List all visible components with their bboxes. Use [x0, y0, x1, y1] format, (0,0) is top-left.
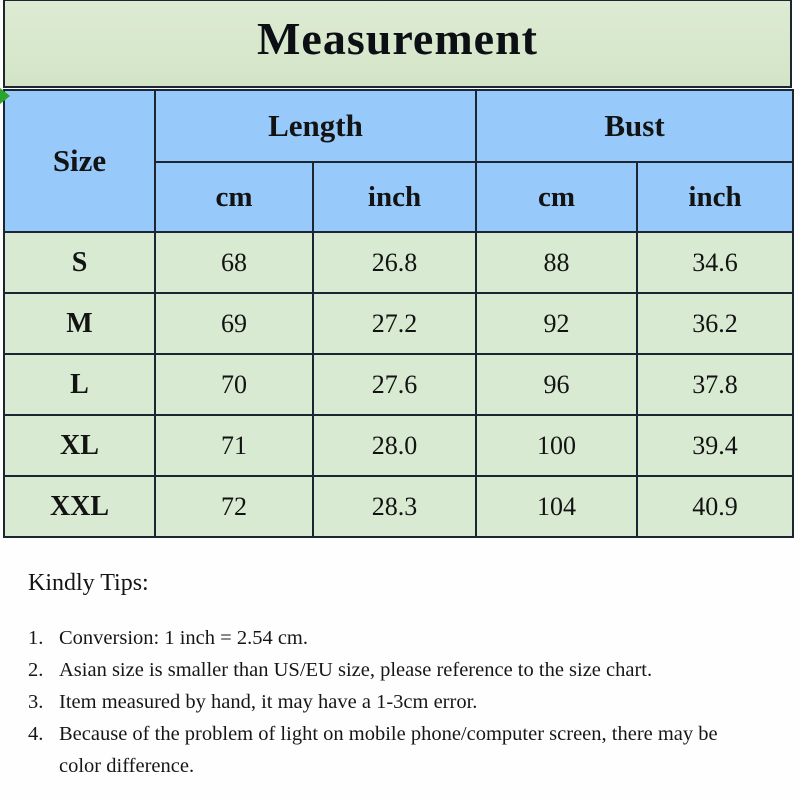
tip-text: Because of the problem of light on mobil…: [59, 723, 718, 777]
bust-cm-cell: 100: [475, 414, 638, 477]
bust-inch-cell: 39.4: [636, 414, 794, 477]
tip-item: 3. Item measured by hand, it may have a …: [28, 687, 770, 718]
page-title: Measurement: [257, 13, 538, 64]
tip-number: 4.: [28, 723, 44, 746]
tip-item: 1. Conversion: 1 inch = 2.54 cm.: [28, 623, 770, 654]
kindly-tips-section: Kindly Tips: 1. Conversion: 1 inch = 2.5…: [28, 570, 770, 783]
bust-cm-cell: 96: [475, 353, 638, 416]
bust-inch-cell: 40.9: [636, 475, 794, 538]
length-cm-cell: 69: [154, 292, 314, 355]
table-row: XXL 72 28.3 104 40.9: [3, 475, 794, 538]
column-header-length: Length: [154, 89, 477, 163]
length-cm-cell: 72: [154, 475, 314, 538]
size-cell: L: [3, 353, 156, 416]
bust-cm-cell: 92: [475, 292, 638, 355]
tip-text: Item measured by hand, it may have a 1-3…: [59, 691, 478, 714]
size-cell: M: [3, 292, 156, 355]
table-row: L 70 27.6 96 37.8: [3, 353, 794, 416]
table-header-row-groups: Size Length Bust: [3, 89, 794, 233]
length-cm-cell: 71: [154, 414, 314, 477]
column-header-length-inch: inch: [312, 161, 477, 233]
length-cm-cell: 68: [154, 231, 314, 294]
table-header-row-units: cm inch cm inch: [4, 161, 794, 233]
column-header-bust: Bust: [475, 89, 794, 163]
bust-cm-cell: 88: [475, 231, 638, 294]
column-header-length-cm: cm: [154, 161, 314, 233]
measurement-banner: Measurement: [3, 0, 792, 88]
size-cell: S: [3, 231, 156, 294]
table-row: S 68 26.8 88 34.6: [3, 231, 794, 294]
length-inch-cell: 26.8: [312, 231, 477, 294]
tip-text: Conversion: 1 inch = 2.54 cm.: [59, 627, 308, 649]
length-inch-cell: 28.3: [312, 475, 477, 538]
table-row: M 69 27.2 92 36.2: [3, 292, 794, 355]
tip-number: 2.: [28, 659, 44, 682]
bust-inch-cell: 34.6: [636, 231, 794, 294]
green-corner-artifact: [0, 88, 10, 104]
length-cm-cell: 70: [154, 353, 314, 416]
tip-item: 4. Because of the problem of light on mo…: [28, 719, 770, 781]
tip-item: 2. Asian size is smaller than US/EU size…: [28, 655, 770, 686]
tip-text: Asian size is smaller than US/EU size, p…: [59, 659, 653, 682]
measurement-table: Size Length Bust cm inch cm inch S 68 26…: [3, 89, 794, 538]
length-inch-cell: 27.6: [312, 353, 477, 416]
bust-inch-cell: 37.8: [636, 353, 794, 416]
column-header-size: Size: [3, 89, 156, 233]
length-inch-cell: 28.0: [312, 414, 477, 477]
table-row: XL 71 28.0 100 39.4: [3, 414, 794, 477]
tip-number: 1.: [28, 627, 44, 649]
size-cell: XL: [3, 414, 156, 477]
column-header-bust-inch: inch: [636, 161, 794, 233]
column-header-bust-cm: cm: [475, 161, 638, 233]
size-cell: XXL: [3, 475, 156, 538]
length-inch-cell: 27.2: [312, 292, 477, 355]
tip-number: 3.: [28, 691, 44, 714]
tips-heading: Kindly Tips:: [28, 570, 149, 596]
bust-cm-cell: 104: [475, 475, 638, 538]
bust-inch-cell: 36.2: [636, 292, 794, 355]
